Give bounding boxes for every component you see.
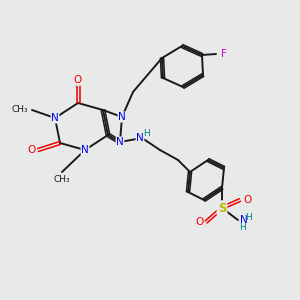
Text: CH₃: CH₃	[11, 106, 28, 115]
Text: N: N	[116, 137, 124, 147]
Text: N: N	[81, 145, 89, 155]
Text: H: H	[246, 214, 252, 223]
Text: CH₃: CH₃	[54, 175, 70, 184]
Text: N: N	[51, 113, 59, 123]
Text: O: O	[28, 145, 36, 155]
Text: O: O	[243, 195, 251, 205]
Text: F: F	[221, 49, 227, 59]
Text: S: S	[218, 202, 226, 214]
Text: N: N	[118, 112, 126, 122]
Text: H: H	[144, 128, 150, 137]
Text: O: O	[195, 217, 203, 227]
Text: O: O	[74, 75, 82, 85]
Text: N: N	[240, 215, 248, 225]
Text: H: H	[238, 224, 245, 232]
Text: N: N	[136, 133, 144, 143]
